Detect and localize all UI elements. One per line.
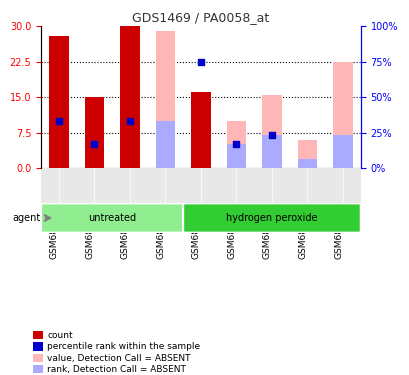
Bar — [120, 26, 139, 168]
Point — [233, 141, 239, 147]
Point — [91, 141, 97, 147]
Text: value, Detection Call = ABSENT: value, Detection Call = ABSENT — [47, 354, 190, 363]
Point — [268, 132, 274, 138]
Text: untreated: untreated — [88, 213, 136, 223]
Bar — [49, 36, 68, 168]
Point — [197, 59, 204, 65]
Bar — [297, 159, 317, 168]
Point — [126, 118, 133, 124]
Bar — [84, 97, 104, 168]
Title: GDS1469 / PA0058_at: GDS1469 / PA0058_at — [132, 11, 269, 24]
Text: rank, Detection Call = ABSENT: rank, Detection Call = ABSENT — [47, 365, 186, 374]
Text: count: count — [47, 331, 73, 340]
Text: hydrogen peroxide: hydrogen peroxide — [226, 213, 317, 223]
Bar — [155, 31, 175, 168]
Bar — [226, 144, 245, 168]
Text: percentile rank within the sample: percentile rank within the sample — [47, 342, 200, 351]
Bar — [262, 95, 281, 168]
Bar — [333, 135, 352, 168]
Bar — [191, 92, 210, 168]
Bar — [262, 135, 281, 168]
Bar — [155, 121, 175, 168]
FancyBboxPatch shape — [184, 204, 359, 232]
Bar — [297, 140, 317, 168]
Text: agent: agent — [13, 213, 41, 223]
Point — [55, 118, 62, 124]
Bar — [333, 62, 352, 168]
FancyBboxPatch shape — [42, 204, 182, 232]
Bar — [226, 121, 245, 168]
